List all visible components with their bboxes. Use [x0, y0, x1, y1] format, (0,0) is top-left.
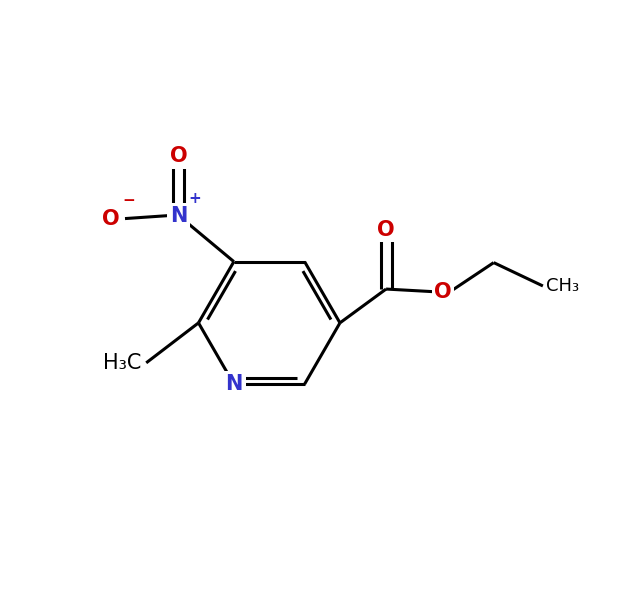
Text: −: −: [122, 192, 134, 208]
Text: O: O: [170, 146, 187, 167]
Text: O: O: [102, 208, 120, 229]
Text: O: O: [377, 220, 395, 240]
Text: N: N: [170, 205, 187, 226]
Text: N: N: [225, 374, 242, 394]
Text: O: O: [435, 282, 452, 302]
Text: H₃C: H₃C: [103, 353, 141, 373]
Text: +: +: [188, 191, 201, 206]
Text: CH₃: CH₃: [546, 277, 579, 295]
